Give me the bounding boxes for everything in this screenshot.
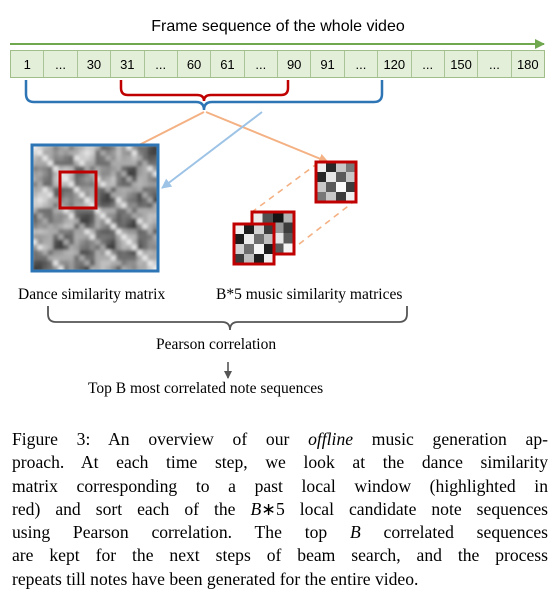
figure-caption: Figure 3: An overview of our offline mus…: [12, 428, 548, 591]
dance-similarity-matrix: [30, 143, 160, 273]
frame-cell: 180: [516, 56, 539, 72]
frame-cell: ...: [44, 51, 78, 77]
frame-cell: 31: [111, 51, 145, 77]
frame-cell: 61: [211, 51, 245, 77]
pearson-brace: [47, 306, 408, 331]
caption-line-4: red) and sort each of the B∗5 local cand…: [12, 498, 548, 519]
frame-cell: ...: [478, 51, 512, 77]
music-matrix-front: [314, 160, 358, 204]
frame-cell: ...: [145, 51, 178, 77]
caption-line-3: matrix corresponding to a past local win…: [12, 475, 548, 496]
dance-matrix-label: Dance similarity matrix: [18, 286, 166, 303]
caption-line-7: repeats till notes have been generated f…: [12, 568, 419, 589]
caption-line-1: Figure 3: An overview of our offline mus…: [12, 429, 548, 449]
connector-blue-to-dance: [161, 111, 263, 189]
frame-cell: 150: [445, 51, 479, 77]
pearson-label: Pearson correlation: [156, 336, 277, 353]
frame-sequence-bar: 1... 30 31... 60 61... 90 91... 120... 150... 180: [10, 50, 545, 78]
frame-cell: ...: [345, 51, 379, 77]
frame-cell: 120: [378, 51, 412, 77]
frame-cell: 1: [11, 51, 45, 77]
music-matrix-back: [232, 222, 276, 266]
overview-figure: Frame sequence of the whole video 1... 30…: [10, 18, 545, 397]
frame-cell: 91: [311, 51, 345, 77]
window-brace-red: [119, 80, 290, 102]
caption-line-5: using Pearson correlation. The top B cor…: [12, 522, 548, 543]
dance-highlight-window: [58, 170, 98, 210]
music-similarity-matrices: [232, 160, 358, 266]
caption-line-2: proach. At each time step, we look at th…: [12, 452, 548, 473]
frame-cell: ...: [412, 51, 445, 77]
window-brace-blue: [24, 80, 384, 111]
frame-cell: ...: [245, 51, 278, 77]
top-b-label: Top B most correlated note sequences: [88, 380, 324, 397]
connector-orange-to-music: [205, 111, 329, 164]
figure-graphics: [10, 39, 545, 379]
caption-line-6: are kept for the next steps of beam sear…: [12, 545, 548, 566]
frame-sequence-title: Frame sequence of the whole video: [151, 18, 405, 35]
frame-cell: 90: [278, 51, 312, 77]
frame-cell: 30: [78, 51, 112, 77]
frame-cell: 60: [178, 51, 212, 77]
music-matrices-label: B*5 music similarity matrices: [216, 286, 403, 303]
